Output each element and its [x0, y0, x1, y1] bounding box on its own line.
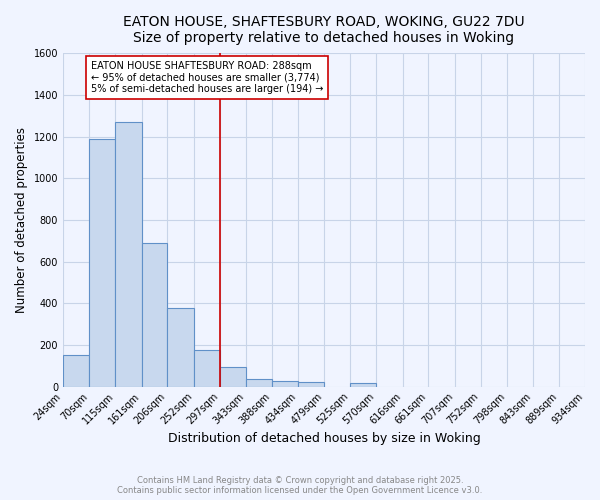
Bar: [220, 367, 246, 386]
Bar: [142, 243, 167, 386]
Bar: [298, 382, 324, 386]
X-axis label: Distribution of detached houses by size in Woking: Distribution of detached houses by size …: [167, 432, 481, 445]
Bar: [350, 384, 376, 386]
Bar: [194, 350, 220, 387]
Text: EATON HOUSE SHAFTESBURY ROAD: 288sqm
← 95% of detached houses are smaller (3,774: EATON HOUSE SHAFTESBURY ROAD: 288sqm ← 9…: [91, 60, 323, 94]
Bar: [272, 382, 298, 386]
Title: EATON HOUSE, SHAFTESBURY ROAD, WOKING, GU22 7DU
Size of property relative to det: EATON HOUSE, SHAFTESBURY ROAD, WOKING, G…: [123, 15, 525, 45]
Bar: [115, 122, 142, 386]
Bar: [246, 380, 272, 386]
Bar: [63, 356, 89, 386]
Bar: [167, 308, 194, 386]
Y-axis label: Number of detached properties: Number of detached properties: [15, 127, 28, 313]
Text: Contains HM Land Registry data © Crown copyright and database right 2025.
Contai: Contains HM Land Registry data © Crown c…: [118, 476, 482, 495]
Bar: [89, 138, 115, 386]
